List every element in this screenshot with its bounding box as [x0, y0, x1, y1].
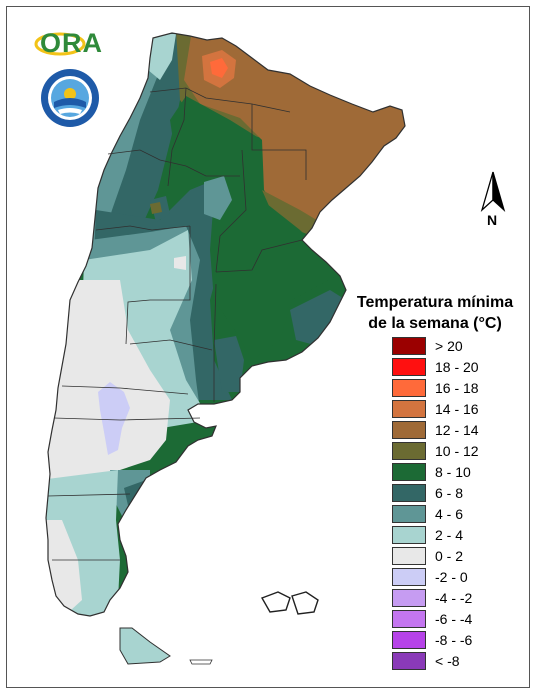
legend-label: 18 - 20	[435, 359, 479, 375]
north-arrow-icon	[480, 171, 506, 213]
smn-emblem-icon	[41, 69, 99, 127]
north-arrow: N	[478, 170, 512, 230]
legend-swatch	[392, 526, 426, 544]
region-hotspot-16-18	[210, 58, 228, 78]
legend-title-line1: Temperatura mínima	[356, 294, 514, 311]
region-pampa-light-spot	[174, 256, 186, 270]
region-central-4-6-patch	[204, 176, 232, 220]
legend-swatch	[392, 337, 426, 355]
legend-label: 12 - 14	[435, 422, 479, 438]
legend-item: > 20	[392, 337, 532, 357]
ora-logo: ORA	[34, 26, 104, 60]
legend-swatch	[392, 589, 426, 607]
province-boundaries	[47, 87, 307, 561]
legend-swatch	[392, 379, 426, 397]
legend-swatch	[392, 484, 426, 502]
region-coast-6-8-south	[214, 336, 244, 392]
legend-item: -6 - -4	[392, 610, 532, 630]
legend-swatch	[392, 547, 426, 565]
legend-label: -6 - -4	[435, 611, 473, 627]
region-patagonia-cold-spot	[98, 382, 130, 455]
legend-swatch	[392, 358, 426, 376]
legend-item: 0 - 2	[392, 547, 532, 567]
region-tierra-del-fuego	[119, 627, 213, 665]
legend-swatch	[392, 568, 426, 586]
legend-item: < -8	[392, 652, 532, 672]
legend-label: < -8	[435, 653, 460, 669]
region-central-8-10	[170, 96, 336, 360]
legend-item: -8 - -6	[392, 631, 532, 651]
legend-item: 2 - 4	[392, 526, 532, 546]
legend-label: 2 - 4	[435, 527, 464, 543]
legend-label: 8 - 10	[435, 464, 471, 480]
legend-label: 16 - 18	[435, 380, 479, 396]
legend-label: 14 - 16	[435, 401, 479, 417]
legend-label: -2 - 0	[435, 569, 468, 585]
legend-swatch	[392, 652, 426, 670]
legend-label: 6 - 8	[435, 485, 464, 501]
north-label: N	[487, 212, 498, 228]
legend-label: 10 - 12	[435, 443, 479, 459]
legend-item: 12 - 14	[392, 421, 532, 441]
legend-swatch	[392, 400, 426, 418]
legend-item: 14 - 16	[392, 400, 532, 420]
legend-swatch	[392, 505, 426, 523]
legend-item: 18 - 20	[392, 358, 532, 378]
region-andes-ridge-2-4	[148, 34, 176, 80]
legend-swatch	[392, 421, 426, 439]
legend-label: > 20	[435, 338, 463, 354]
legend-swatch	[392, 442, 426, 460]
legend-item: 8 - 10	[392, 463, 532, 483]
legend-title-line2: de la semana (°C)	[368, 315, 502, 332]
islands-malvinas	[260, 591, 319, 615]
legend-swatch	[392, 463, 426, 481]
region-central-small-spot	[150, 202, 162, 214]
region-northeast-10-12	[262, 190, 320, 236]
legend-item: 6 - 8	[392, 484, 532, 504]
smn-logo	[40, 68, 100, 128]
legend-item: 10 - 12	[392, 442, 532, 462]
legend-title: Temperatura mínima de la semana (°C)	[340, 292, 530, 334]
region-patagonia-north-0-2	[46, 280, 170, 480]
legend-swatch	[392, 610, 426, 628]
legend-label: 4 - 6	[435, 506, 464, 522]
legend-label: -4 - -2	[435, 590, 473, 606]
legend-item: -4 - -2	[392, 589, 532, 609]
ora-swoosh-icon	[34, 32, 86, 56]
legend-item: 16 - 18	[392, 379, 532, 399]
legend-item: -2 - 0	[392, 568, 532, 588]
ora-logo-text: ORA	[40, 28, 103, 58]
legend-item: 4 - 6	[392, 505, 532, 525]
legend-label: 0 - 2	[435, 548, 464, 564]
legend-label: -8 - -6	[435, 632, 473, 648]
legend-swatch	[392, 631, 426, 649]
